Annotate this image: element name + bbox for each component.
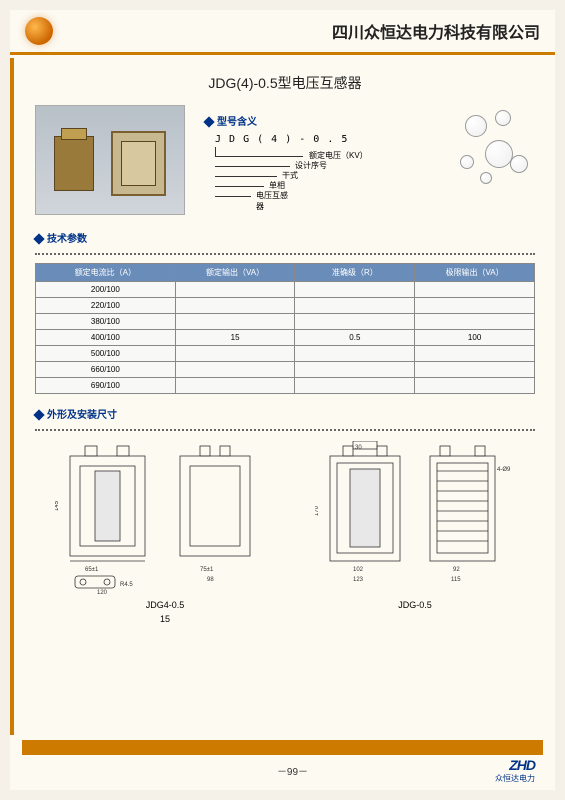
table-cell xyxy=(415,362,535,378)
meaning-4: 电压互感器 xyxy=(256,191,288,211)
table-body: 200/100220/100380/100400/100150.5100500/… xyxy=(36,282,535,394)
table-cell xyxy=(175,378,295,394)
drawing-left-svg: 145 65±1 120 R4.5 75±1 98 xyxy=(55,441,275,596)
table-cell xyxy=(175,314,295,330)
table-cell xyxy=(415,282,535,298)
table-cell: 400/100 xyxy=(36,330,176,346)
table-cell xyxy=(415,378,535,394)
table-cell xyxy=(295,298,415,314)
dim-section-title: 外形及安装尺寸 xyxy=(35,406,535,421)
table-cell: 100 xyxy=(415,330,535,346)
svg-text:92: 92 xyxy=(453,567,460,573)
table-cell xyxy=(175,346,295,362)
diamond-icon xyxy=(203,117,214,128)
svg-text:170: 170 xyxy=(315,505,320,516)
page-number: －99－ xyxy=(90,763,495,778)
footer-brand: ZHD 众恒达电力 xyxy=(495,757,535,784)
table-cell: 220/100 xyxy=(36,298,176,314)
drawings-row: 145 65±1 120 R4.5 75±1 98 JDG4-0.5 15 xyxy=(35,441,535,624)
table-row: 690/100 xyxy=(36,378,535,394)
footer-accent-bar xyxy=(22,740,543,755)
footer-row: －99－ ZHD 众恒达电力 xyxy=(10,755,555,784)
table-row: 500/100 xyxy=(36,346,535,362)
table-cell: 500/100 xyxy=(36,346,176,362)
table-cell xyxy=(415,314,535,330)
table-cell xyxy=(295,282,415,298)
svg-text:30: 30 xyxy=(355,445,362,451)
tech-section-title: 技术参数 xyxy=(35,230,535,245)
th-0: 额定电流比（A） xyxy=(36,264,176,282)
product-title: JDG(4)-0.5型电压互感器 xyxy=(35,73,535,93)
table-cell: 380/100 xyxy=(36,314,176,330)
table-row: 400/100150.5100 xyxy=(36,330,535,346)
content-area: JDG(4)-0.5型电压互感器 型号含义 J D G ( 4 ) - 0 . … xyxy=(10,55,555,624)
table-cell xyxy=(175,362,295,378)
drawing-left-label: JDG4-0.5 xyxy=(55,600,275,610)
table-cell xyxy=(415,298,535,314)
table-cell xyxy=(175,298,295,314)
page-footer: －99－ ZHD 众恒达电力 xyxy=(10,740,555,790)
th-2: 准确级（R） xyxy=(295,264,415,282)
page-header: 四川众恒达电力科技有限公司 xyxy=(10,10,555,55)
intro-row: 型号含义 J D G ( 4 ) - 0 . 5 额定电压（KV） 设计序号 干… xyxy=(35,105,535,215)
diamond-icon xyxy=(33,234,44,245)
table-cell: 660/100 xyxy=(36,362,176,378)
svg-text:98: 98 xyxy=(207,577,214,583)
table-cell xyxy=(175,282,295,298)
table-row: 200/100 xyxy=(36,282,535,298)
th-1: 额定输出（VA） xyxy=(175,264,295,282)
th-3: 极限输出（VA） xyxy=(415,264,535,282)
table-row: 220/100 xyxy=(36,298,535,314)
diamond-icon xyxy=(33,410,44,421)
product-photo xyxy=(35,105,185,215)
table-row: 380/100 xyxy=(36,314,535,330)
svg-text:4-Ø9: 4-Ø9 xyxy=(497,467,511,473)
svg-text:102: 102 xyxy=(353,567,364,573)
svg-text:145: 145 xyxy=(55,500,60,511)
table-cell: 690/100 xyxy=(36,378,176,394)
table-cell xyxy=(295,362,415,378)
logo-circle-icon xyxy=(25,17,53,45)
svg-text:123: 123 xyxy=(353,577,364,583)
table-cell xyxy=(415,346,535,362)
meaning-1: 设计序号 xyxy=(295,161,327,170)
table-header-row: 额定电流比（A） 额定输出（VA） 准确级（R） 极限输出（VA） xyxy=(36,264,535,282)
drawing-left: 145 65±1 120 R4.5 75±1 98 JDG4-0.5 15 xyxy=(55,441,275,624)
meaning-2: 干式 xyxy=(282,171,298,180)
dotted-divider xyxy=(35,429,535,431)
table-cell: 200/100 xyxy=(36,282,176,298)
company-name: 四川众恒达电力科技有限公司 xyxy=(332,19,540,43)
table-cell xyxy=(295,378,415,394)
drawing-right-label: JDG-0.5 xyxy=(315,600,515,610)
table-cell: 0.5 xyxy=(295,330,415,346)
table-cell xyxy=(295,346,415,362)
table-row: 660/100 xyxy=(36,362,535,378)
drawing-right: 170 30 102 123 4-Ø9 92 115 JDG-0.5 xyxy=(315,441,515,624)
svg-text:115: 115 xyxy=(451,577,461,583)
svg-text:R4.5: R4.5 xyxy=(120,582,133,588)
svg-text:75±1: 75±1 xyxy=(200,567,214,573)
meaning-0: 额定电压（KV） xyxy=(309,151,368,160)
bubbles-decoration xyxy=(455,110,540,195)
left-accent-bar xyxy=(10,58,14,735)
brand-text: 众恒达电力 xyxy=(495,773,535,784)
brand-logo: ZHD xyxy=(495,757,535,773)
drawing-left-sub: 15 xyxy=(55,614,275,624)
svg-text:65±1: 65±1 xyxy=(85,567,99,573)
tech-table: 额定电流比（A） 额定输出（VA） 准确级（R） 极限输出（VA） 200/10… xyxy=(35,263,535,394)
svg-text:120: 120 xyxy=(97,590,108,596)
table-cell xyxy=(295,314,415,330)
meaning-3: 单相 xyxy=(269,181,285,190)
page-container: 四川众恒达电力科技有限公司 JDG(4)-0.5型电压互感器 型号含义 J D … xyxy=(10,10,555,790)
drawing-right-svg: 170 30 102 123 4-Ø9 92 115 xyxy=(315,441,515,596)
dotted-divider xyxy=(35,253,535,255)
table-cell: 15 xyxy=(175,330,295,346)
